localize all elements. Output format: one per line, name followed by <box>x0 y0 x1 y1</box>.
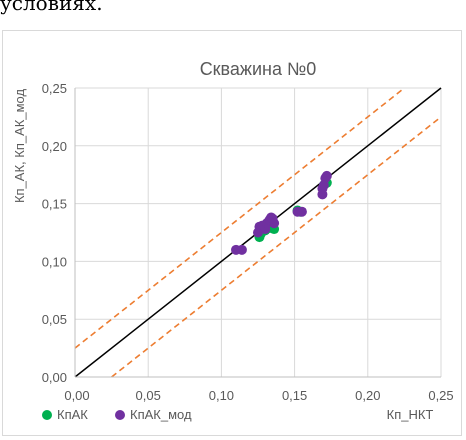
legend-label: КпАК <box>57 407 88 422</box>
legend-marker <box>42 410 52 420</box>
kpak-mod-point <box>296 206 307 217</box>
legend-marker <box>115 410 125 420</box>
data-points <box>231 170 332 255</box>
confidence-line-dashed <box>74 87 405 349</box>
x-tick-label: 0,05 <box>136 388 161 403</box>
y-tick-label: 0,15 <box>42 197 67 212</box>
kpak-mod-point <box>321 170 332 181</box>
x-tick-label: 0,10 <box>209 388 234 403</box>
y-axis-label: Кп_АК, Кп_АК_мод <box>12 89 27 204</box>
kpak-mod-point <box>269 218 280 229</box>
legend: КпАК КпАК_мод <box>42 407 192 422</box>
kpak-mod-point <box>236 244 247 255</box>
page-text-fragment: условиях. <box>0 0 103 15</box>
axes <box>74 88 441 378</box>
x-tick-label: 0,20 <box>355 388 380 403</box>
x-tick-label: 0,15 <box>282 388 307 403</box>
y-tick-label: 0,10 <box>42 254 67 269</box>
tick-labels: 0,00 0,05 0,10 0,15 0,20 0,25 0,00 0,05 0,10 0,15… <box>42 81 454 403</box>
y-tick-label: 0,25 <box>42 81 67 96</box>
x-tick-label: 0,25 <box>428 388 453 403</box>
x-tick-label: 0,00 <box>64 388 89 403</box>
chart-frame <box>2 30 462 436</box>
legend-label: КпАК_мод <box>130 407 192 422</box>
y-tick-label: 0,00 <box>42 370 67 385</box>
x-axis-label: Кп_НКТ <box>387 407 434 422</box>
y-tick-label: 0,05 <box>42 312 67 327</box>
y-tick-label: 0,20 <box>42 139 67 154</box>
confidence-line-dashed <box>111 116 442 378</box>
chart-title: Скважина №0 <box>200 59 317 79</box>
